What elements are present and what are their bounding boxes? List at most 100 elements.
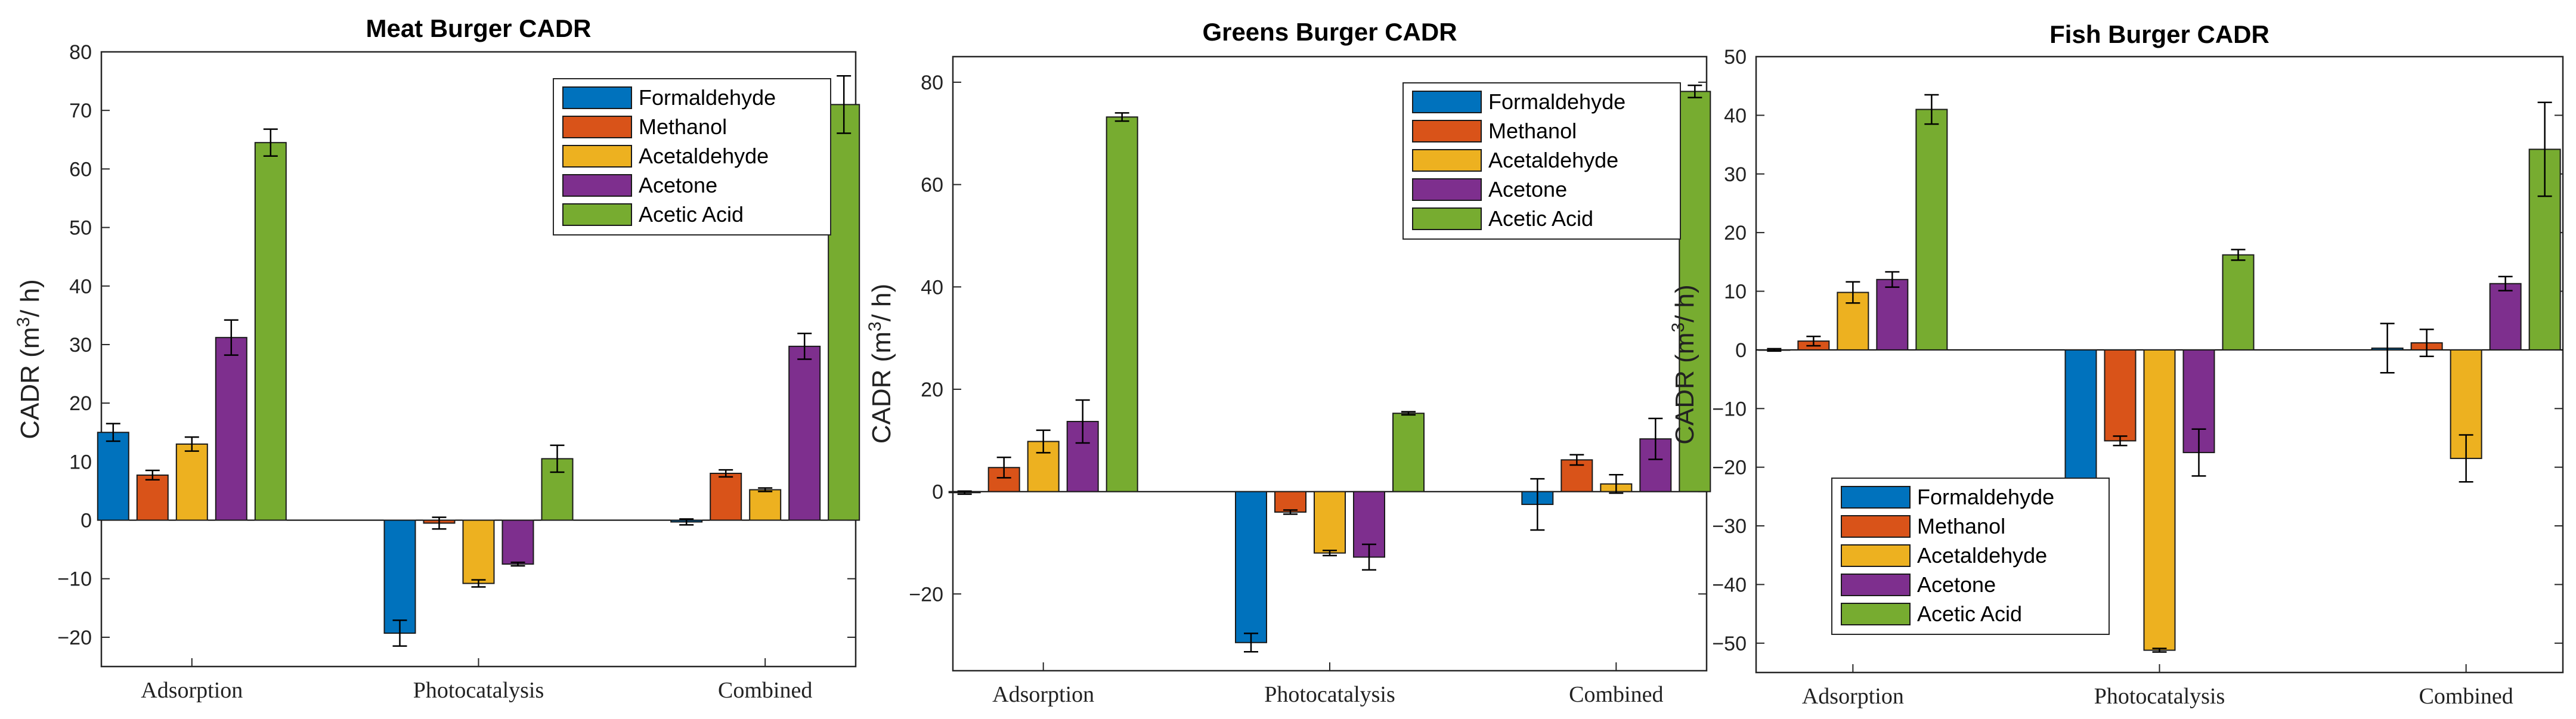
error-bar-acetic-acid-adsorption [1924,94,1939,125]
x-tick-label-combined: Combined [718,678,812,703]
y-tick-label: 20 [69,392,92,415]
legend-swatch-acetic-acid [562,203,632,226]
y-tick-label: 80 [921,72,943,94]
chart-title: Greens Burger CADR [1202,18,1457,46]
y-tick-label: 50 [69,217,92,240]
x-tick-label-adsorption: Adsorption [992,682,1094,707]
legend-label-formaldehyde: Formaldehyde [639,85,776,110]
x-tick-label-combined: Combined [2419,684,2513,709]
y-axis-label-tail: / h) [16,279,45,317]
bar-acetone-combined [788,345,821,521]
bar-acetic-acid-adsorption [1106,116,1138,492]
bar-acetone-adsorption [1066,420,1099,492]
error-bar-formaldehyde-photocatalysis [392,619,407,647]
legend-label-formaldehyde: Formaldehyde [1917,485,2054,509]
x-tick-label-adsorption: Adsorption [141,678,243,703]
y-tick-label: 40 [1724,104,1747,127]
legend-swatch-methanol [1412,120,1482,142]
bar-formaldehyde-photocatalysis [1235,491,1267,643]
error-bar-methanol-photocatalysis [1283,509,1298,515]
bar-acetaldehyde-photocatalysis [1314,491,1346,554]
error-bar-acetaldehyde-adsorption [1036,429,1051,454]
error-bar-formaldehyde-adsorption [957,490,972,495]
bar-methanol-adsorption [136,474,169,521]
x-tick-label-adsorption: Adsorption [1802,684,1904,709]
legend-swatch-acetone [1412,178,1482,201]
bar-acetic-acid-photocatalysis [2222,254,2255,351]
bar-methanol-combined [710,472,742,521]
y-axis-label: CADR (m3/ h) [14,279,45,439]
y-axis-label-text: CADR (m [1670,333,1699,445]
bar-acetic-acid-adsorption [254,142,287,521]
legend-label-acetic-acid: Acetic Acid [1917,602,2022,626]
y-tick-label: 0 [80,510,92,532]
error-bar-acetone-adsorption [1885,271,1900,288]
error-bar-acetone-combined [797,333,812,360]
y-tick-label: −20 [909,583,943,606]
y-axis-label-tail: / h) [867,284,896,322]
legend-label-acetone: Acetone [1488,177,1567,202]
y-tick-label: −50 [1712,633,1747,655]
legend-label-acetic-acid: Acetic Acid [1488,206,1593,231]
bar-formaldehyde-adsorption [97,432,129,521]
legend: Formaldehyde Methanol Acetaldehyde Acetone A… [1402,82,1681,240]
legend-swatch-acetone [562,174,632,197]
legend-swatch-acetic-acid [1412,207,1482,230]
y-tick-label: 10 [1724,281,1747,303]
legend-swatch-acetaldehyde [562,145,632,168]
bar-methanol-photocatalysis [2104,349,2137,442]
y-tick-label: 0 [932,481,943,504]
error-bar-acetone-adsorption [224,319,239,356]
chart-title: Meat Burger CADR [366,14,591,42]
y-tick-label: −30 [1712,515,1747,538]
error-bar-methanol-photocatalysis [432,516,447,530]
y-tick-label: 50 [1724,46,1747,69]
y-tick-label: −10 [57,568,92,591]
error-bar-methanol-adsorption [1806,336,1821,347]
error-bar-acetaldehyde-photocatalysis [1323,550,1337,557]
error-bar-formaldehyde-combined [679,518,694,526]
y-tick-label: 20 [1724,222,1747,244]
legend-swatch-formaldehyde [1841,486,1911,509]
error-bar-acetaldehyde-combined [758,487,773,492]
x-tick-label-photocatalysis: Photocatalysis [1264,682,1395,707]
error-bar-acetaldehyde-combined [1609,474,1624,494]
legend-label-acetone: Acetone [639,173,717,197]
chart-panel-meat-burger-cadr: Meat Burger CADR −20 −10 0 10 20 30 40 50 60 70 80 C… [14,14,860,703]
y-axis-label-sup: 3 [14,317,33,327]
error-bar-methanol-adsorption [996,456,1011,479]
legend-label-acetaldehyde: Acetaldehyde [1917,543,2047,568]
error-bar-methanol-photocatalysis [2113,435,2128,447]
y-tick-label: 10 [69,451,92,473]
bar-acetone-photocatalysis [501,519,534,565]
error-bar-methanol-combined [719,469,733,478]
error-bar-acetic-acid-combined [2537,101,2552,197]
error-bar-acetaldehyde-adsorption [184,436,199,452]
legend-swatch-acetone [1841,574,1911,596]
error-bar-methanol-combined [1569,454,1584,466]
y-axis-label-tail: / h) [1670,284,1699,323]
y-tick-label: 40 [921,276,943,299]
error-bar-formaldehyde-adsorption [106,423,120,442]
y-tick-label: 30 [69,334,92,357]
legend-swatch-formaldehyde [1412,91,1482,113]
y-axis-label-sup: 3 [865,321,885,331]
legend-label-methanol: Methanol [1488,119,1577,143]
error-bar-acetone-photocatalysis [1362,543,1376,571]
y-tick-label: −10 [1712,398,1747,420]
y-axis-label: CADR (m3/ h) [865,284,896,444]
bar-acetic-acid-combined [1679,91,1711,492]
y-tick-label: −40 [1712,574,1747,596]
error-bar-formaldehyde-combined [1530,478,1545,531]
error-bar-methanol-adsorption [145,469,160,481]
y-tick-label: −20 [1712,457,1747,479]
bar-acetaldehyde-adsorption [175,443,208,521]
y-tick-label: 40 [69,275,92,298]
y-tick-label: 30 [1724,163,1747,186]
error-bar-acetone-combined [2498,275,2513,292]
legend-swatch-acetaldehyde [1841,544,1911,567]
bar-acetone-adsorption [215,337,247,521]
y-tick-label: 0 [1735,339,1747,362]
legend-label-formaldehyde: Formaldehyde [1488,89,1626,114]
